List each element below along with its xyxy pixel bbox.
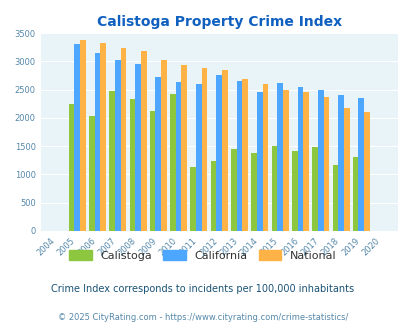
- Bar: [242, 79, 247, 231]
- Bar: [317, 90, 323, 231]
- Text: © 2025 CityRating.com - https://www.cityrating.com/crime-statistics/: © 2025 CityRating.com - https://www.city…: [58, 313, 347, 322]
- Bar: [74, 44, 80, 231]
- Bar: [135, 64, 141, 231]
- Bar: [332, 165, 337, 231]
- Bar: [196, 84, 201, 231]
- Bar: [68, 104, 74, 231]
- Bar: [262, 84, 268, 231]
- Bar: [100, 43, 106, 231]
- Bar: [282, 90, 288, 231]
- Bar: [277, 83, 282, 231]
- Bar: [94, 53, 100, 231]
- Bar: [251, 153, 256, 231]
- Bar: [129, 99, 135, 231]
- Bar: [222, 70, 227, 231]
- Bar: [115, 60, 120, 231]
- Bar: [201, 68, 207, 231]
- Bar: [120, 48, 126, 231]
- Bar: [363, 112, 369, 231]
- Bar: [89, 116, 94, 231]
- Bar: [236, 81, 242, 231]
- Bar: [311, 147, 317, 231]
- Bar: [170, 94, 175, 231]
- Bar: [141, 50, 146, 231]
- Bar: [190, 167, 196, 231]
- Bar: [109, 91, 115, 231]
- Bar: [175, 82, 181, 231]
- Bar: [216, 75, 222, 231]
- Bar: [358, 98, 363, 231]
- Bar: [256, 92, 262, 231]
- Bar: [210, 161, 216, 231]
- Bar: [155, 77, 161, 231]
- Bar: [230, 149, 236, 231]
- Bar: [271, 146, 277, 231]
- Bar: [343, 108, 349, 231]
- Legend: Calistoga, California, National: Calistoga, California, National: [66, 247, 339, 264]
- Bar: [297, 87, 303, 231]
- Bar: [291, 151, 297, 231]
- Bar: [303, 92, 308, 231]
- Title: Calistoga Property Crime Index: Calistoga Property Crime Index: [96, 15, 341, 29]
- Bar: [352, 157, 358, 231]
- Bar: [337, 95, 343, 231]
- Bar: [80, 40, 85, 231]
- Bar: [323, 97, 328, 231]
- Bar: [149, 111, 155, 231]
- Text: Crime Index corresponds to incidents per 100,000 inhabitants: Crime Index corresponds to incidents per…: [51, 284, 354, 294]
- Bar: [161, 60, 166, 231]
- Bar: [181, 65, 187, 231]
